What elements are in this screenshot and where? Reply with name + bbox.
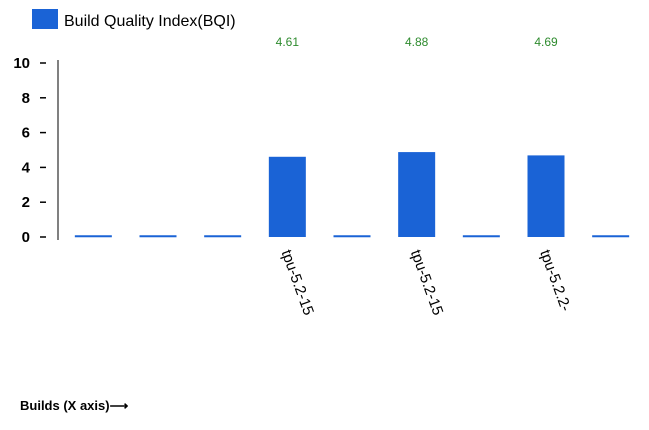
bar[interactable] [204,235,242,238]
bars [74,152,630,238]
y-tick-label: 4 [22,159,31,176]
bar[interactable] [527,155,565,237]
y-tick-label: 0 [22,229,30,246]
y-axis: 0 2 4 6 8 10 [13,55,59,246]
legend-label: Build Quality Index(BQI) [64,13,236,30]
bar-value-label: 4.69 [534,35,558,49]
category-labels: tpu-5.2-15 tpu-5.2-15 tpu-5.2.2- [278,248,575,318]
bar[interactable] [398,152,436,237]
bar-value-label: 4.61 [276,35,300,49]
legend-swatch [32,9,58,29]
legend[interactable]: Build Quality Index(BQI) [32,9,236,30]
bar[interactable] [74,235,112,238]
category-label: tpu-5.2.2- [536,248,574,314]
bar[interactable] [139,235,177,238]
bar[interactable] [333,235,371,238]
category-label: tpu-5.2-15 [278,248,317,318]
y-tick-label: 10 [13,55,30,72]
y-tick-label: 8 [22,90,30,107]
category-label: tpu-5.2-15 [407,248,446,318]
x-axis-label: Builds (X axis)⟶ [20,398,129,413]
bar[interactable] [268,156,306,237]
y-tick-label: 2 [22,194,30,211]
bar[interactable] [462,235,500,238]
value-labels: 4.61 4.88 4.69 [276,35,558,49]
y-tick-label: 6 [22,125,30,142]
bar[interactable] [592,235,630,238]
bar-value-label: 4.88 [405,35,429,49]
